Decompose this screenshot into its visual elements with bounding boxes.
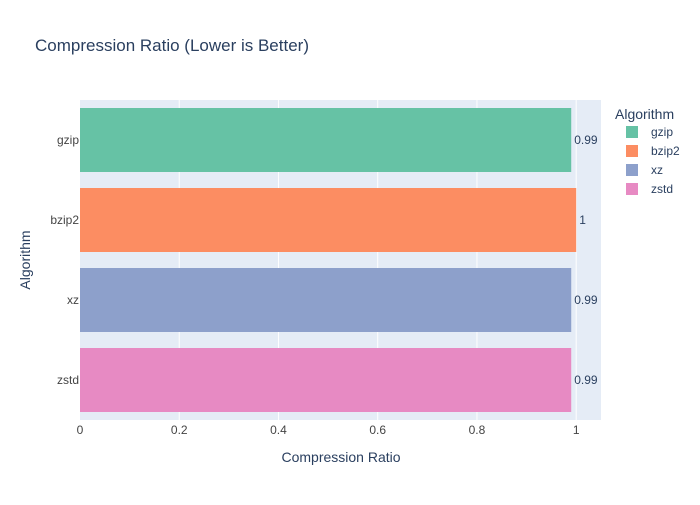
legend-items: gzip bzip2 xz zstd xyxy=(626,125,680,196)
data-label-zstd: 0.99 xyxy=(574,373,598,387)
x-axis-label: Compression Ratio xyxy=(281,449,400,465)
data-label-xz: 0.99 xyxy=(574,293,598,307)
legend-swatch-bzip2[interactable] xyxy=(626,145,638,157)
chart-title: Compression Ratio (Lower is Better) xyxy=(35,36,309,55)
legend-label-bzip2[interactable]: bzip2 xyxy=(651,144,680,158)
y-tick-label-bzip2: bzip2 xyxy=(50,213,79,227)
legend-label-xz[interactable]: xz xyxy=(651,163,663,177)
data-labels-group: 0.99 1 0.99 0.99 xyxy=(574,133,598,387)
y-axis-ticks: gzip bzip2 xz zstd xyxy=(50,133,79,387)
x-tick-label: 0.4 xyxy=(270,423,287,437)
legend-label-gzip[interactable]: gzip xyxy=(651,125,673,139)
data-label-bzip2: 1 xyxy=(579,213,586,227)
bar-bzip2[interactable] xyxy=(80,188,577,252)
y-tick-label-zstd: zstd xyxy=(57,373,79,387)
bar-gzip[interactable] xyxy=(80,108,572,172)
legend-label-zstd[interactable]: zstd xyxy=(651,182,673,196)
legend-swatch-gzip[interactable] xyxy=(626,126,638,138)
x-axis-ticks: 0 0.2 0.4 0.6 0.8 1 xyxy=(77,423,580,437)
x-tick-label: 0 xyxy=(77,423,84,437)
legend[interactable]: Algorithm gzip bzip2 xz zstd xyxy=(615,106,680,196)
legend-title: Algorithm xyxy=(615,106,674,122)
data-label-gzip: 0.99 xyxy=(574,133,598,147)
bar-xz[interactable] xyxy=(80,268,572,332)
y-tick-label-gzip: gzip xyxy=(57,133,79,147)
bars-group xyxy=(80,108,577,412)
legend-swatch-zstd[interactable] xyxy=(626,183,638,195)
y-axis-label: Algorithm xyxy=(17,230,33,289)
x-tick-label: 0.8 xyxy=(469,423,486,437)
x-tick-label: 0.6 xyxy=(369,423,386,437)
x-tick-label: 1 xyxy=(573,423,580,437)
legend-swatch-xz[interactable] xyxy=(626,164,638,176)
y-tick-label-xz: xz xyxy=(67,293,79,307)
x-tick-label: 0.2 xyxy=(171,423,188,437)
bar-zstd[interactable] xyxy=(80,348,572,412)
